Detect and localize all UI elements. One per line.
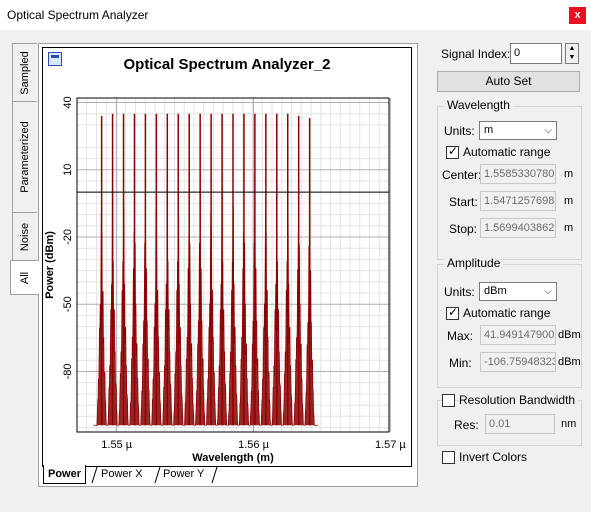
max-field[interactable]: 41.949147900 — [480, 325, 556, 345]
amplitude-units-select[interactable]: dBm ⌵ — [479, 282, 557, 301]
amplitude-group-title: Amplitude — [444, 256, 504, 270]
tab-parameterized-label: Parameterized — [19, 121, 31, 193]
center-unit: m — [564, 168, 574, 180]
y-tick-label: -80 — [62, 364, 74, 380]
start-unit: m — [564, 195, 574, 207]
wavelength-group-title: Wavelength — [444, 98, 513, 112]
stop-unit: m — [564, 222, 574, 234]
tab-noise-label: Noise — [19, 222, 31, 251]
amplitude-group: Amplitude Units: dBm ⌵ ✓ Automatic range … — [437, 256, 582, 388]
resolution-bandwidth-label: Resolution Bandwidth — [459, 393, 579, 407]
res-unit: nm — [561, 418, 577, 430]
y-tick-label: 10 — [62, 164, 74, 176]
stop-field[interactable]: 1.5699403862 — [480, 218, 556, 238]
side-tab-strip: Sampled Parameterized Noise All — [10, 43, 39, 295]
y-tick-label: 40 — [62, 96, 74, 108]
resolution-bandwidth-checkbox[interactable] — [442, 394, 455, 407]
amplitude-units-label: Units: — [444, 285, 475, 299]
x-axis-label: Wavelength (m) — [192, 452, 274, 464]
wavelength-units-select[interactable]: m ⌵ — [479, 121, 557, 140]
tab-parameterized[interactable]: Parameterized — [12, 101, 37, 213]
bottom-tab-dividers — [91, 466, 218, 484]
y-tick-label: -50 — [62, 296, 74, 312]
spin-down-icon[interactable]: ▼ — [568, 54, 576, 61]
invert-colors-label: Invert Colors — [459, 450, 528, 464]
tab-all-label: All — [19, 271, 31, 284]
spin-up-icon[interactable]: ▲ — [568, 45, 576, 52]
wavelength-units-label: Units: — [444, 124, 475, 138]
stop-label: Stop: — [449, 222, 478, 236]
signal-index-spinner[interactable]: ▲ ▼ — [565, 43, 579, 64]
close-button[interactable]: x — [569, 7, 586, 24]
wavelength-auto-range-checkbox[interactable]: ✓ — [446, 144, 459, 159]
tab-sampled-label: Sampled — [19, 50, 31, 95]
amplitude-auto-range-label: Automatic range — [463, 306, 551, 320]
resolution-group: Resolution Bandwidth Res: 0.01 nm — [437, 393, 582, 446]
spectrum-chart[interactable]: 40 10 -20 -50 -80 1.55 µ 1.56 µ 1.57 µ Wavelengt… — [43, 48, 411, 466]
plot-area[interactable]: Optical Spectrum Analyzer_2 40 10 -20 -50 -8… — [42, 47, 412, 467]
auto-set-button[interactable]: Auto Set — [437, 71, 580, 92]
x-tick-label: 1.57 µ — [375, 439, 406, 451]
plot-frame — [76, 97, 390, 433]
amplitude-auto-range-checkbox[interactable]: ✓ — [446, 305, 459, 320]
tab-sampled[interactable]: Sampled — [12, 43, 37, 102]
x-tick-label: 1.55 µ — [101, 439, 132, 451]
spectrum-series[interactable] — [93, 141, 318, 426]
chevron-down-icon: ⌵ — [544, 125, 552, 136]
y-tick-label: -20 — [62, 229, 74, 245]
chart-title: Optical Spectrum Analyzer_2 — [123, 56, 331, 73]
max-unit: dBm — [558, 329, 581, 341]
title-bar: Optical Spectrum Analyzer x — [0, 0, 591, 30]
check-icon: ✓ — [448, 144, 459, 158]
start-field[interactable]: 1.5471257698 — [480, 191, 556, 211]
y-axis-label: Power (dBm) — [44, 231, 56, 299]
invert-colors-checkbox[interactable] — [442, 451, 455, 464]
res-field[interactable]: 0.01 — [485, 414, 555, 434]
center-field[interactable]: 1.5585330780 — [480, 164, 556, 184]
chevron-down-icon: ⌵ — [544, 286, 552, 297]
wavelength-group: Wavelength Units: m ⌵ ✓ Automatic range C… — [437, 98, 582, 260]
wavelength-auto-range-label: Automatic range — [463, 145, 551, 159]
amplitude-units-value: dBm — [484, 285, 507, 297]
tab-noise[interactable]: Noise — [12, 212, 37, 261]
tab-all[interactable]: All — [10, 260, 39, 295]
min-label: Min: — [449, 356, 472, 370]
max-label: Max: — [447, 329, 474, 343]
signal-index-input[interactable]: 0 — [510, 43, 562, 64]
tab-power-y[interactable]: Power Y — [163, 468, 205, 480]
min-field[interactable]: -106.75948323 — [480, 352, 556, 372]
min-unit: dBm — [558, 356, 581, 368]
center-label: Center: — [442, 168, 482, 182]
res-label: Res: — [454, 418, 479, 432]
check-icon: ✓ — [448, 305, 459, 319]
plot-panel: Optical Spectrum Analyzer_2 40 10 -20 -50 -8… — [38, 43, 418, 487]
x-tick-label: 1.56 µ — [238, 439, 269, 451]
plot-menu-icon[interactable] — [48, 52, 62, 66]
signal-index-label: Signal Index: — [441, 47, 511, 61]
bottom-tab-strip: Power Power X Power Y — [39, 465, 417, 485]
tab-power[interactable]: Power — [43, 465, 87, 484]
tab-power-x[interactable]: Power X — [101, 468, 143, 480]
wavelength-units-value: m — [484, 124, 494, 136]
window-title: Optical Spectrum Analyzer — [7, 8, 149, 22]
start-label: Start: — [449, 195, 478, 209]
